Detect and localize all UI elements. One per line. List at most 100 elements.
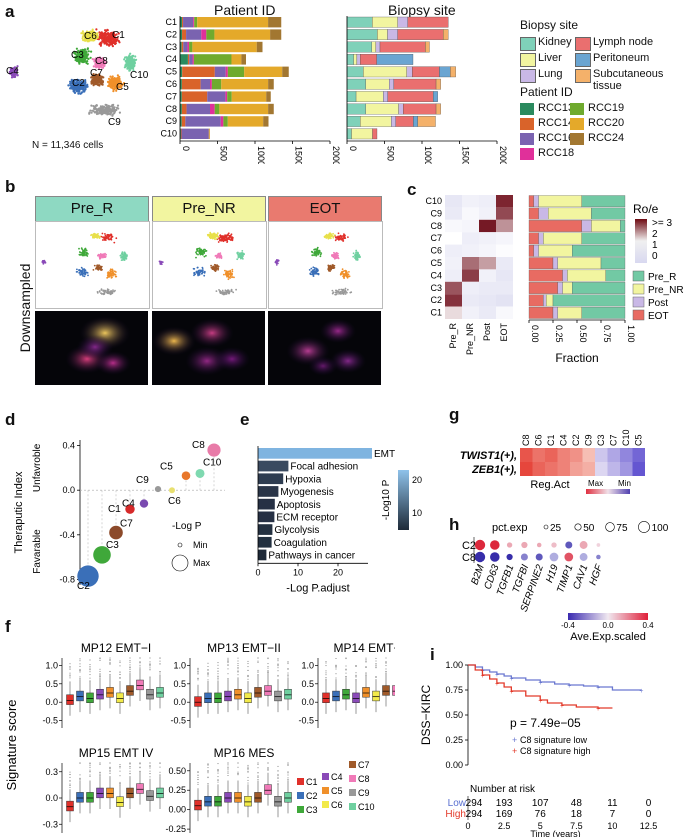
outlier-point bbox=[257, 778, 259, 780]
umap-point bbox=[94, 59, 97, 62]
risk-value: 76 bbox=[535, 809, 547, 820]
umap-point bbox=[80, 32, 83, 35]
dotplot-legend-title: pct.exp bbox=[492, 522, 527, 534]
point-c5 bbox=[181, 471, 191, 480]
umap-point bbox=[129, 52, 132, 55]
outlier-point bbox=[257, 772, 259, 774]
heatmap-cell bbox=[496, 294, 513, 307]
heatmap-row-label: C2 bbox=[430, 295, 442, 305]
outlier-point bbox=[257, 776, 259, 778]
umap-point bbox=[217, 241, 220, 243]
patient-bar-segment bbox=[219, 103, 269, 115]
point-c3 bbox=[93, 546, 111, 564]
umap-point bbox=[81, 251, 83, 254]
outlier-point bbox=[159, 660, 161, 662]
boxplot-y-tick-label: -0.5 bbox=[170, 716, 186, 726]
panel-label-g: g bbox=[449, 405, 460, 424]
outlier-point bbox=[109, 768, 111, 770]
box-c5 bbox=[234, 792, 242, 803]
legend-swatch-rcc20 bbox=[570, 118, 584, 130]
heatmap-cell bbox=[445, 195, 462, 208]
outlier-point bbox=[227, 771, 229, 773]
umap-point bbox=[102, 66, 105, 69]
outlier-point bbox=[277, 670, 279, 672]
outlier-point bbox=[277, 765, 279, 767]
umap-point bbox=[100, 289, 103, 291]
umap-point bbox=[116, 87, 119, 90]
outlier-point bbox=[89, 767, 91, 769]
umap-point bbox=[327, 236, 330, 239]
umap-point bbox=[335, 289, 338, 292]
umap-point bbox=[82, 60, 85, 63]
outlier-point bbox=[325, 672, 327, 674]
box-c7 bbox=[382, 685, 390, 696]
umap-point bbox=[105, 253, 107, 256]
heatmap-cell bbox=[479, 195, 496, 208]
dotplot-dot bbox=[536, 542, 542, 548]
umap-point bbox=[346, 288, 349, 291]
pvalue-tick-label: 10 bbox=[412, 508, 422, 518]
umap-point bbox=[91, 58, 94, 61]
outlier-point bbox=[277, 665, 279, 667]
umap-point bbox=[338, 288, 340, 291]
risk-value: 48 bbox=[571, 798, 583, 809]
panel-label-b: b bbox=[5, 177, 16, 196]
box-c2 bbox=[76, 690, 84, 702]
box-c5 bbox=[234, 688, 242, 700]
outlier-point bbox=[109, 674, 111, 676]
umap-point bbox=[112, 42, 116, 45]
umap-point bbox=[104, 39, 107, 42]
umap-point bbox=[89, 56, 92, 59]
patient-bar-segment bbox=[231, 91, 267, 102]
outlier-point bbox=[119, 770, 121, 772]
censor-mark: + bbox=[596, 685, 600, 692]
legend-swatch-kidney bbox=[520, 37, 536, 51]
patient-bar-segment bbox=[183, 41, 188, 53]
axis-tick-label: 1000 bbox=[256, 146, 266, 164]
umap-point bbox=[80, 80, 84, 83]
km-y-title: DSS−KIRC bbox=[419, 684, 433, 745]
outlier-point bbox=[139, 661, 141, 663]
umap-point bbox=[95, 28, 98, 31]
regulon-min-label: Min bbox=[618, 479, 631, 488]
umap-point bbox=[242, 258, 244, 260]
box-c3 bbox=[342, 688, 350, 700]
censor-mark: + bbox=[538, 698, 542, 705]
axis-tick-label: 1.00 bbox=[626, 325, 636, 343]
outlier-point bbox=[287, 763, 289, 765]
dotplot-dot bbox=[490, 552, 500, 562]
patient-bar-segment bbox=[227, 91, 232, 102]
umap-point bbox=[13, 66, 16, 69]
roe-tick-label: 1 bbox=[652, 240, 658, 251]
umap-point bbox=[109, 293, 112, 296]
enrichment-bar-label: Pathways in cancer bbox=[268, 551, 355, 562]
umap-point bbox=[103, 62, 106, 65]
outlier-point bbox=[109, 660, 111, 662]
outlier-point bbox=[99, 675, 101, 677]
outlier-point bbox=[247, 779, 249, 781]
fraction-bar-segment bbox=[557, 306, 582, 319]
dotplot-dot bbox=[535, 553, 543, 561]
legend-swatch-c9 bbox=[349, 789, 356, 796]
regulon-cell bbox=[607, 448, 620, 462]
patient-bar-segment bbox=[181, 116, 186, 127]
outlier-point bbox=[119, 660, 121, 662]
outlier-point bbox=[385, 662, 387, 664]
legend-label-site: Subcutaneous tissue bbox=[593, 68, 664, 92]
density-blob bbox=[330, 349, 366, 373]
umap-point bbox=[316, 246, 319, 249]
boxplot-panel-title: MP12 EMT−I bbox=[81, 641, 151, 655]
heatmap-cell bbox=[479, 232, 496, 245]
fraction-bar-segment bbox=[538, 232, 544, 245]
outlier-point bbox=[207, 669, 209, 671]
outlier-point bbox=[89, 762, 91, 764]
umap-point bbox=[314, 248, 317, 250]
umap-point bbox=[201, 266, 204, 269]
outlier-point bbox=[227, 668, 229, 670]
outlier-point bbox=[277, 658, 279, 660]
risk-table-title: Number at risk bbox=[470, 784, 536, 795]
outlier-point bbox=[69, 771, 71, 773]
outlier-point bbox=[197, 679, 199, 681]
umap-point bbox=[92, 65, 95, 68]
